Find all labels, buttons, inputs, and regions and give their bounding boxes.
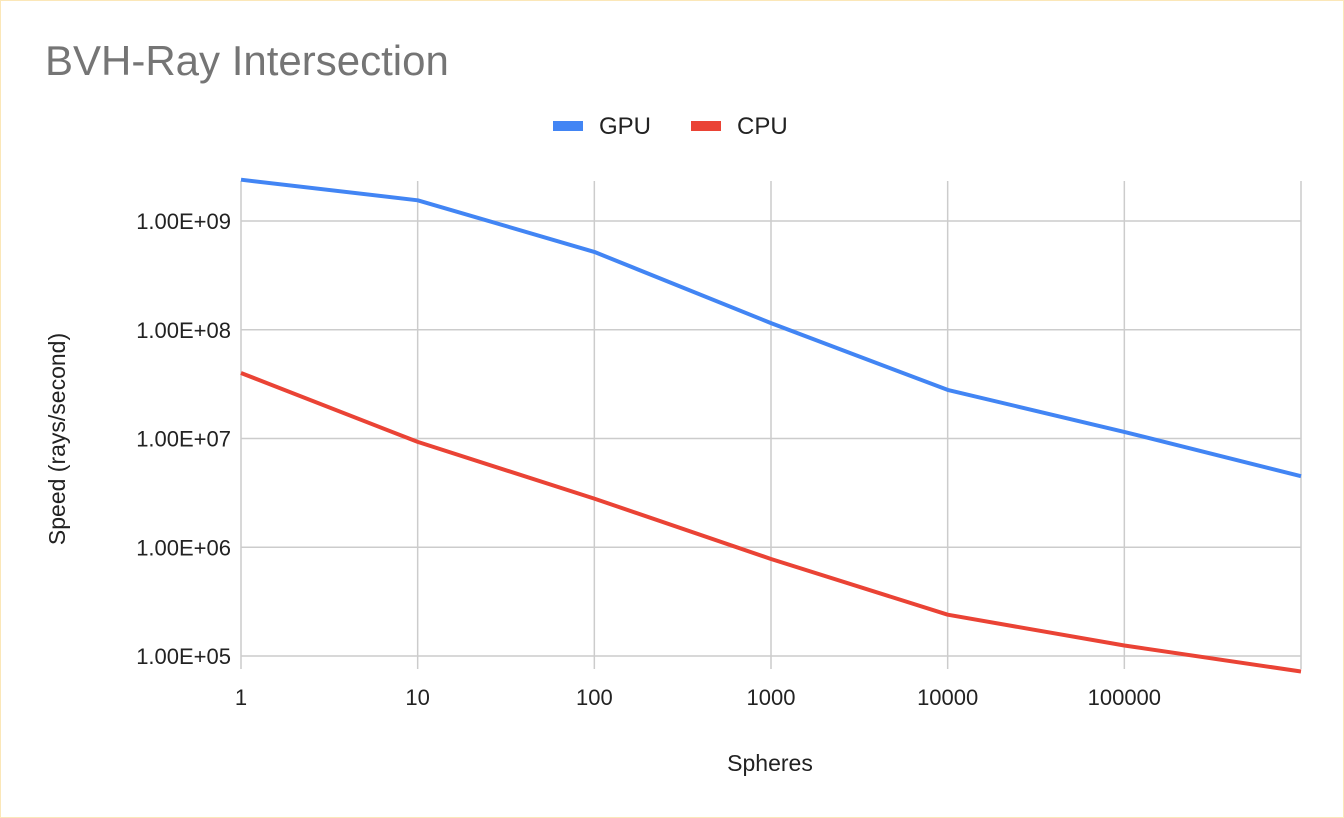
series-lines	[240, 177, 1302, 674]
legend-label: GPU	[599, 113, 651, 140]
series-line-cpu	[240, 371, 1302, 674]
legend-item-cpu[interactable]: CPU	[691, 113, 788, 140]
chart-title: BVH-Ray Intersection	[45, 37, 449, 84]
legend-swatch	[553, 121, 583, 131]
y-tick-label: 1.00E+07	[136, 427, 231, 452]
x-tick-label: 100	[576, 685, 613, 710]
legend[interactable]: GPU CPU	[553, 113, 788, 140]
y-tick-label: 1.00E+05	[136, 644, 231, 669]
x-tick-label: 10	[405, 685, 429, 710]
series-line-gpu	[240, 177, 1302, 479]
x-tick-label: 1000	[747, 685, 796, 710]
x-tick-label: 1	[235, 685, 247, 710]
grid-lines	[240, 181, 1302, 669]
legend-label: CPU	[737, 113, 788, 140]
y-axis-label: Speed (rays/second)	[44, 333, 70, 545]
legend-swatch	[691, 121, 721, 131]
x-axis-ticks: 1 10 100 1000 10000 100000	[235, 685, 1161, 710]
x-tick-label: 10000	[917, 685, 978, 710]
y-tick-label: 1.00E+09	[136, 209, 231, 234]
y-axis-ticks: 1.00E+05 1.00E+06 1.00E+07 1.00E+08 1.00E+09	[136, 209, 231, 669]
y-tick-label: 1.00E+08	[136, 318, 231, 343]
y-tick-label: 1.00E+06	[136, 535, 231, 560]
legend-item-gpu[interactable]: GPU	[553, 113, 651, 140]
x-axis-label: Spheres	[727, 750, 813, 776]
x-tick-label: 100000	[1088, 685, 1161, 710]
